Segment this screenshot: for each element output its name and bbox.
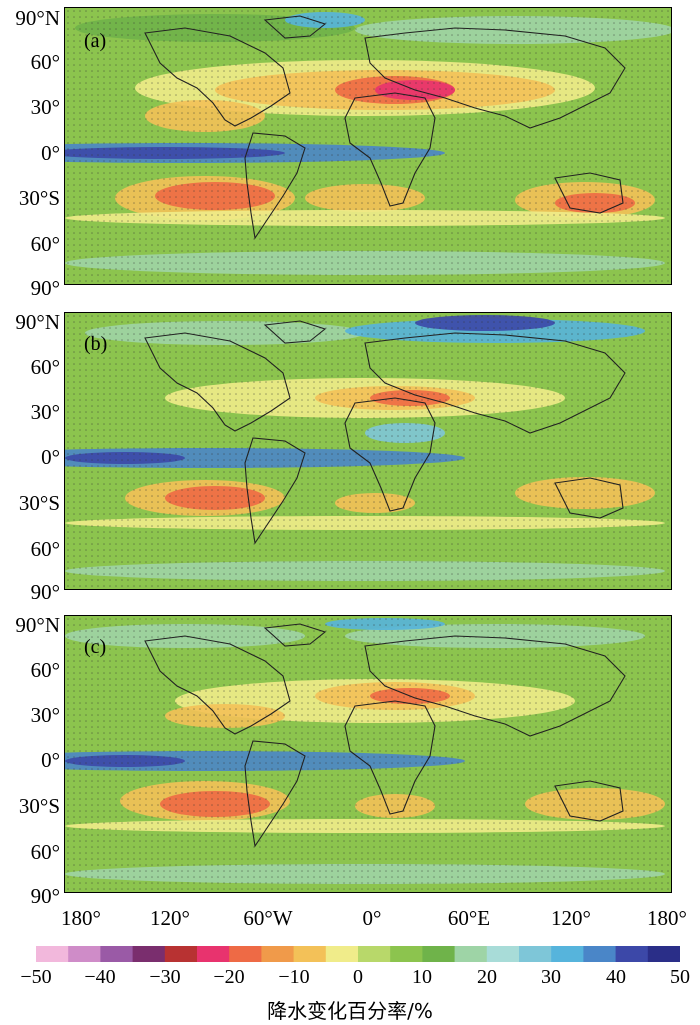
colorbar-swatch [358, 946, 391, 962]
coastline [554, 477, 624, 519]
colorbar-swatch [229, 946, 262, 962]
colorbar-swatch [454, 946, 488, 962]
colorbar-swatch [68, 946, 101, 962]
lat-label: 90° [30, 580, 60, 604]
colorbar-tick: −30 [149, 966, 181, 988]
significance-stipple [65, 8, 671, 284]
colorbar-tick: 10 [412, 966, 432, 988]
lat-label: 0° [41, 141, 60, 165]
coastline [554, 172, 624, 214]
colorbar-tick: −50 [20, 966, 52, 988]
colorbar-swatch [647, 946, 680, 962]
colorbar-tick: 40 [606, 966, 626, 988]
significance-stipple [65, 313, 671, 589]
map-panel-c [64, 615, 672, 893]
coastline [344, 397, 436, 512]
lat-label: 0° [41, 445, 60, 469]
colorbar-swatch [100, 946, 134, 962]
coastline [144, 27, 291, 127]
lon-label: 60°E [447, 906, 491, 930]
colorbar-tick: 0 [353, 966, 363, 988]
coastline [364, 332, 626, 434]
map-panel-b [64, 312, 672, 590]
panel-label-c: (c) [84, 636, 107, 658]
lat-label: 60° [30, 355, 60, 379]
coastline [263, 623, 327, 647]
map-panel-a [64, 7, 672, 285]
lat-label: 90°N [15, 613, 60, 637]
colorbar-swatch [486, 946, 520, 962]
lat-label: 0° [41, 748, 60, 772]
lat-label: 90° [30, 884, 60, 908]
colorbar [36, 946, 680, 962]
colorbar-tick: −20 [213, 966, 245, 988]
colorbar-swatch [36, 946, 69, 962]
coastline [364, 635, 626, 737]
colorbar-title: 降水变化百分率/% [267, 999, 433, 1023]
colorbar-swatch [164, 946, 198, 962]
colorbar-swatch [583, 946, 617, 962]
coastline [263, 15, 327, 39]
lat-label: 90°N [15, 310, 60, 334]
map-c-field [65, 616, 671, 892]
coastline [244, 132, 306, 240]
lat-label: 60° [30, 537, 60, 561]
panel-label-b: (b) [84, 333, 108, 355]
lat-label: 90°N [15, 6, 60, 30]
map-b-field [65, 313, 671, 589]
lon-label: 180° [61, 906, 101, 930]
coastline [263, 320, 327, 344]
lat-label: 90° [30, 276, 60, 300]
colorbar-swatch [293, 946, 327, 962]
lat-label: 30° [30, 400, 60, 424]
significance-stipple [65, 616, 671, 892]
colorbar-tick: 20 [477, 966, 497, 988]
lon-label: 60°W [243, 906, 293, 930]
lat-label: 30°S [18, 491, 60, 515]
coastline [554, 780, 624, 822]
colorbar-swatch [390, 946, 423, 962]
lat-label: 60° [30, 658, 60, 682]
lon-label: 120° [551, 906, 591, 930]
colorbar-tick: 50 [670, 966, 690, 988]
coastline [144, 332, 291, 432]
coastline [244, 437, 306, 545]
panel-label-a: (a) [84, 30, 107, 52]
colorbar-swatch [422, 946, 456, 962]
lat-label: 60° [30, 50, 60, 74]
lon-label: 120° [150, 906, 190, 930]
colorbar-swatch [197, 946, 230, 962]
colorbar-tick: −40 [84, 966, 116, 988]
coastline [344, 700, 436, 815]
lat-label: 30° [30, 703, 60, 727]
colorbar-swatch [615, 946, 649, 962]
lon-label: 0° [362, 906, 382, 930]
lat-label: 30°S [18, 186, 60, 210]
colorbar-swatch [551, 946, 584, 962]
colorbar-tick: −10 [278, 966, 310, 988]
lat-label: 60° [30, 232, 60, 256]
colorbar-swatch [325, 946, 359, 962]
colorbar-swatch [261, 946, 295, 962]
colorbar-swatch [519, 946, 552, 962]
coastline [144, 635, 291, 735]
map-a-field [65, 8, 671, 284]
lat-label: 60° [30, 840, 60, 864]
coastline [364, 27, 626, 129]
lon-label: 180° [647, 906, 687, 930]
colorbar-swatch [132, 946, 166, 962]
coastline [344, 92, 436, 207]
lat-label: 30°S [18, 794, 60, 818]
coastline [244, 740, 306, 848]
lat-label: 30° [30, 95, 60, 119]
colorbar-tick: 30 [541, 966, 561, 988]
